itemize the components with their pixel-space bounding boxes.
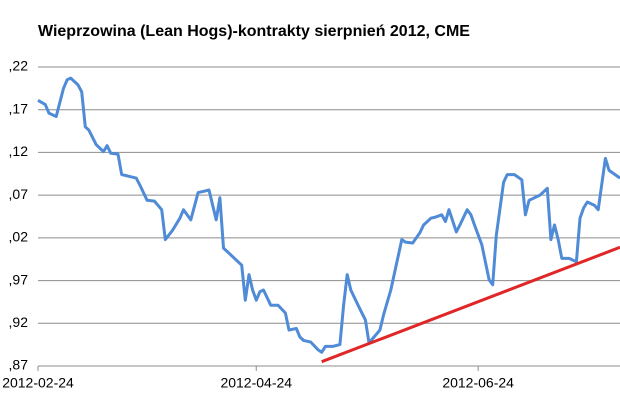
- y-tick-label: ,22: [9, 58, 29, 74]
- x-tick-label: 2012-06-24: [442, 375, 514, 391]
- y-tick-label: ,97: [9, 271, 29, 287]
- chart-title: Wieprzowina (Lean Hogs)-kontrakty sierpn…: [38, 23, 470, 40]
- y-tick-label: ,12: [9, 143, 29, 159]
- trendline: [321, 245, 620, 364]
- x-tick-label: 2012-04-24: [220, 375, 292, 391]
- x-tick-label: 2012-02-24: [2, 375, 74, 391]
- line: [37, 76, 620, 354]
- y-tick-label: ,92: [9, 314, 29, 330]
- y-tick-label: ,17: [9, 100, 29, 116]
- y-tick-label: ,07: [9, 186, 29, 202]
- y-tick-label: ,87: [9, 357, 29, 373]
- y-tick-label: ,02: [9, 229, 29, 245]
